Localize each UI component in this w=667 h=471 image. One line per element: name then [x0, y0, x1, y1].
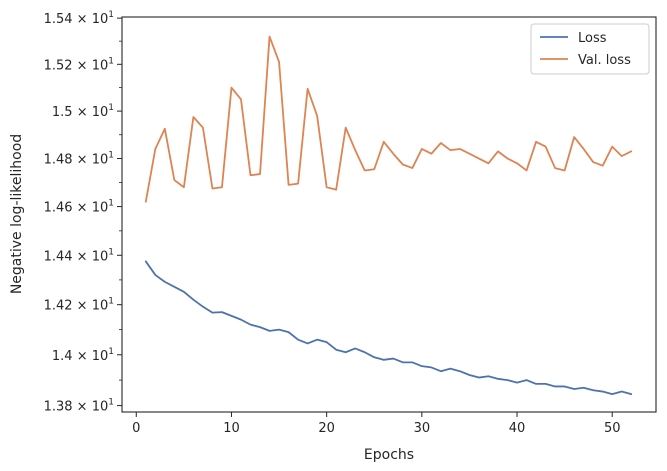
- legend-label-loss: Loss: [578, 31, 607, 46]
- x-tick-label: 50: [604, 421, 621, 436]
- y-tick-label: 1.48 × 101: [44, 151, 114, 168]
- y-tick-label: 1.52 × 101: [44, 56, 114, 73]
- y-tick-label: 1.44 × 101: [44, 247, 114, 264]
- series-line-0: [144, 260, 633, 396]
- y-tick-label: 1.46 × 101: [44, 199, 114, 216]
- x-tick-label: 10: [223, 421, 240, 436]
- series-layer: [144, 35, 633, 396]
- y-axis: 1.38 × 101 1.4 × 101 1.42 × 101 1.44 × 101 1…: [44, 10, 122, 415]
- x-tick-label: 20: [318, 421, 335, 436]
- x-tick-label: 40: [509, 421, 526, 436]
- series-line-1: [144, 35, 633, 203]
- plot-background: [122, 17, 656, 412]
- y-axis-label: Negative log-likelihood: [9, 134, 25, 294]
- y-tick-label: 1.54 × 101: [44, 10, 114, 27]
- x-tick-label: 30: [414, 421, 431, 436]
- plot-frame: [121, 16, 657, 413]
- x-tick-label: 0: [132, 421, 140, 436]
- legend-label-val-loss: Val. loss: [578, 53, 631, 68]
- x-axis-label: Epochs: [364, 447, 414, 463]
- y-tick-label: 1.5 × 101: [52, 103, 114, 120]
- y-tick-label: 1.42 × 101: [44, 297, 114, 314]
- y-tick-label: 1.38 × 101: [44, 398, 114, 415]
- y-tick-label: 1.4 × 101: [52, 347, 114, 364]
- legend: Loss Val. loss: [530, 23, 650, 75]
- x-axis: 0 10 20 30 40 50: [132, 412, 620, 436]
